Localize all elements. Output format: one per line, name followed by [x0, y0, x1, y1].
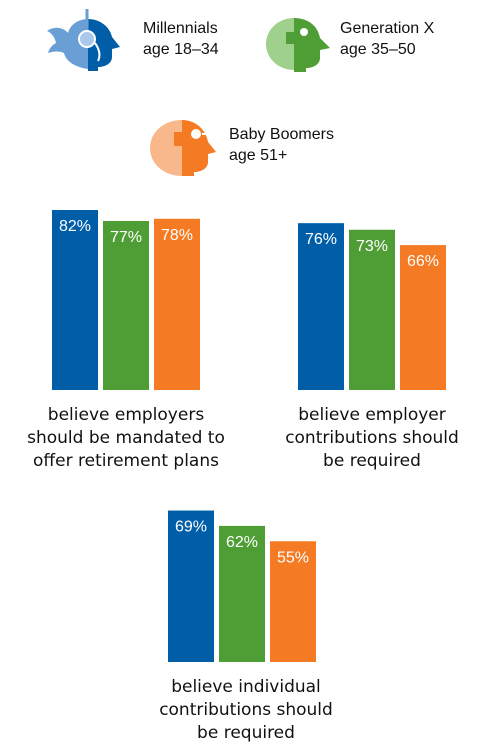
legend-name: Generation X [340, 20, 435, 37]
data-label-millennials-chart-2: 76% [305, 231, 337, 248]
caption-line: believe employers [47, 405, 205, 425]
caption-line: contributions should [285, 428, 459, 448]
caption-line: be required [323, 451, 421, 471]
millennial-head-icon [47, 9, 120, 71]
legend-name: Millennials [143, 20, 218, 37]
legend-age: age 51+ [229, 147, 288, 164]
bar-generation-x-chart-1 [103, 220, 149, 390]
caption-line: believe individual [171, 677, 321, 697]
bar-generation-x-chart-3 [219, 525, 265, 662]
data-label-generation-x-chart-2: 73% [356, 238, 388, 255]
boomer-head-icon [150, 120, 216, 176]
data-label-generation-x-chart-1: 77% [110, 229, 142, 246]
bar-millennials-chart-1 [52, 210, 98, 390]
bar-baby-boomers-chart-2 [400, 245, 446, 390]
legend-name: Baby Boomers [229, 126, 334, 143]
bar-baby-boomers-chart-1 [154, 218, 200, 390]
data-label-millennials-chart-3: 69% [175, 519, 207, 536]
caption-line: contributions should [159, 700, 333, 720]
bar-millennials-chart-3 [168, 510, 214, 662]
caption-chart-2: believe employer contributions should be… [255, 404, 479, 473]
data-label-baby-boomers-chart-1: 78% [161, 227, 193, 244]
data-label-baby-boomers-chart-2: 66% [407, 253, 439, 270]
data-label-baby-boomers-chart-3: 55% [277, 549, 309, 566]
bar-millennials-chart-2 [298, 223, 344, 390]
genx-head-icon [266, 18, 330, 72]
legend-age: age 18–34 [143, 41, 219, 58]
caption-line: offer retirement plans [33, 451, 219, 471]
caption-line: believe employer [298, 405, 446, 425]
data-label-millennials-chart-1: 82% [59, 218, 91, 235]
bar-generation-x-chart-2 [349, 229, 395, 390]
caption-line: be required [197, 723, 295, 743]
data-label-generation-x-chart-3: 62% [226, 534, 258, 551]
caption-line: should be mandated to [27, 428, 225, 448]
legend-age: age 35–50 [340, 41, 416, 58]
bar-baby-boomers-chart-3 [270, 541, 316, 662]
caption-chart-3: believe individual contributions should … [126, 676, 366, 745]
caption-chart-1: believe employers should be mandated to … [0, 404, 252, 473]
